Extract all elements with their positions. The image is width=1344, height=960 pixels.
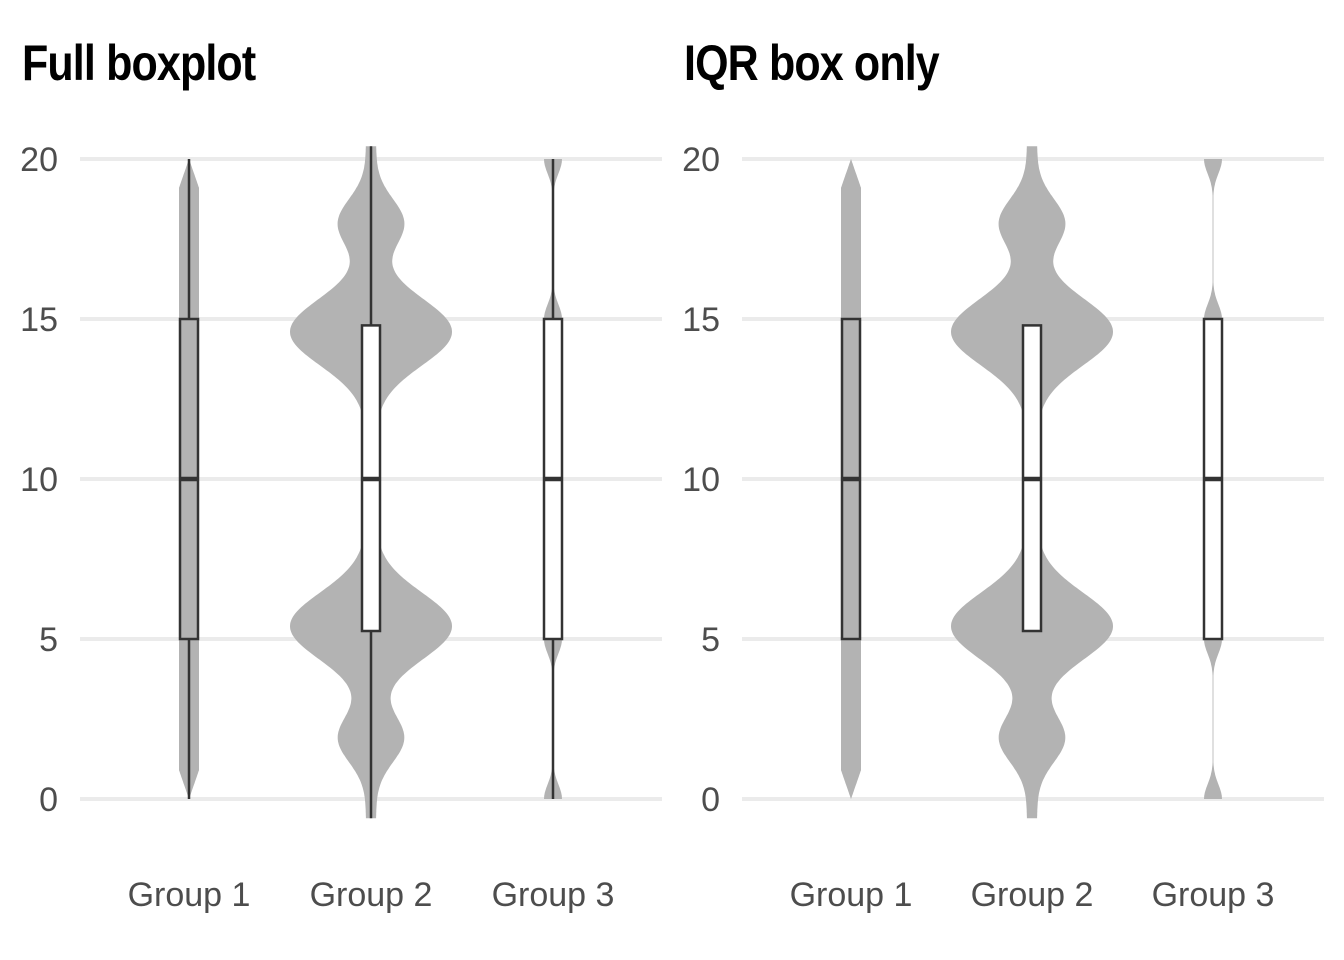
y-tick-label: 5 [701,621,720,659]
y-tick-label: 0 [701,781,720,819]
chart-title-full-boxplot: Full boxplot [22,35,256,91]
y-tick-label: 10 [20,461,58,499]
y-tick-label: 20 [682,141,720,179]
chart-title-iqr-box-only: IQR box only [684,35,940,91]
x-tick-label: Group 3 [1152,876,1275,914]
x-tick-label: Group 2 [310,876,433,914]
y-tick-label: 15 [682,301,720,339]
y-tick-label: 10 [682,461,720,499]
y-tick-label: 20 [20,141,58,179]
y-tick-label: 15 [20,301,58,339]
y-tick-label: 0 [39,781,58,819]
x-tick-label: Group 1 [128,876,251,914]
y-tick-label: 5 [39,621,58,659]
x-tick-label: Group 2 [971,876,1094,914]
x-tick-label: Group 1 [790,876,913,914]
x-tick-label: Group 3 [492,876,615,914]
